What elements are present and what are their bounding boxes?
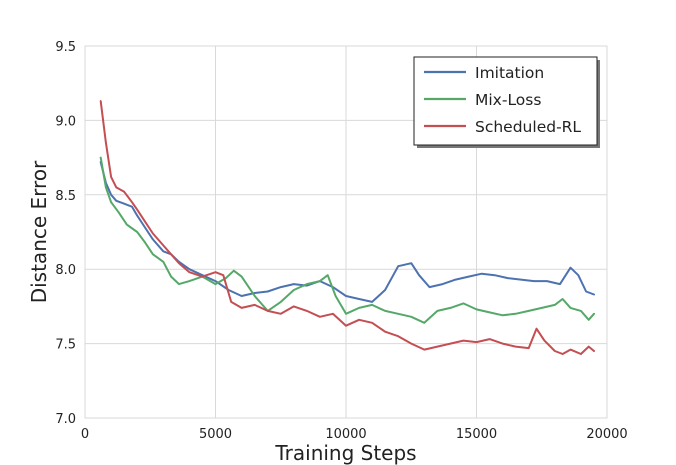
series-line-mix-loss — [99, 156, 595, 324]
y-tick-label: 9.0 — [55, 114, 76, 129]
grid-lines — [84, 45, 608, 419]
series-lines — [99, 100, 595, 355]
x-tick-label: 10000 — [325, 427, 366, 442]
x-tick-label: 15000 — [456, 427, 497, 442]
x-tick-label: 5000 — [199, 427, 232, 442]
y-tick-label: 8.5 — [55, 189, 76, 204]
legend: Imitation Mix-Loss Scheduled-RL — [413, 56, 600, 148]
y-tick-label: 9.5 — [55, 40, 76, 55]
y-tick-label: 7.5 — [55, 338, 76, 353]
series-line-imitation — [99, 161, 595, 303]
x-axis-label: Training Steps — [274, 441, 416, 465]
x-tick-labels: 0 5000 10000 15000 20000 — [81, 427, 628, 442]
x-tick-label: 20000 — [586, 427, 627, 442]
legend-label-mix-loss: Mix-Loss — [475, 91, 541, 109]
legend-label-imitation: Imitation — [475, 64, 544, 82]
y-tick-label: 8.0 — [55, 263, 76, 278]
legend-label-scheduled-rl: Scheduled-RL — [475, 118, 581, 136]
x-tick-label: 0 — [81, 427, 89, 442]
y-tick-label: 7.0 — [55, 412, 76, 427]
series-line-scheduled-rl — [99, 100, 595, 355]
y-axis-label: Distance Error — [27, 160, 51, 303]
y-tick-labels: 7.0 7.5 8.0 8.5 9.0 9.5 — [55, 40, 76, 427]
